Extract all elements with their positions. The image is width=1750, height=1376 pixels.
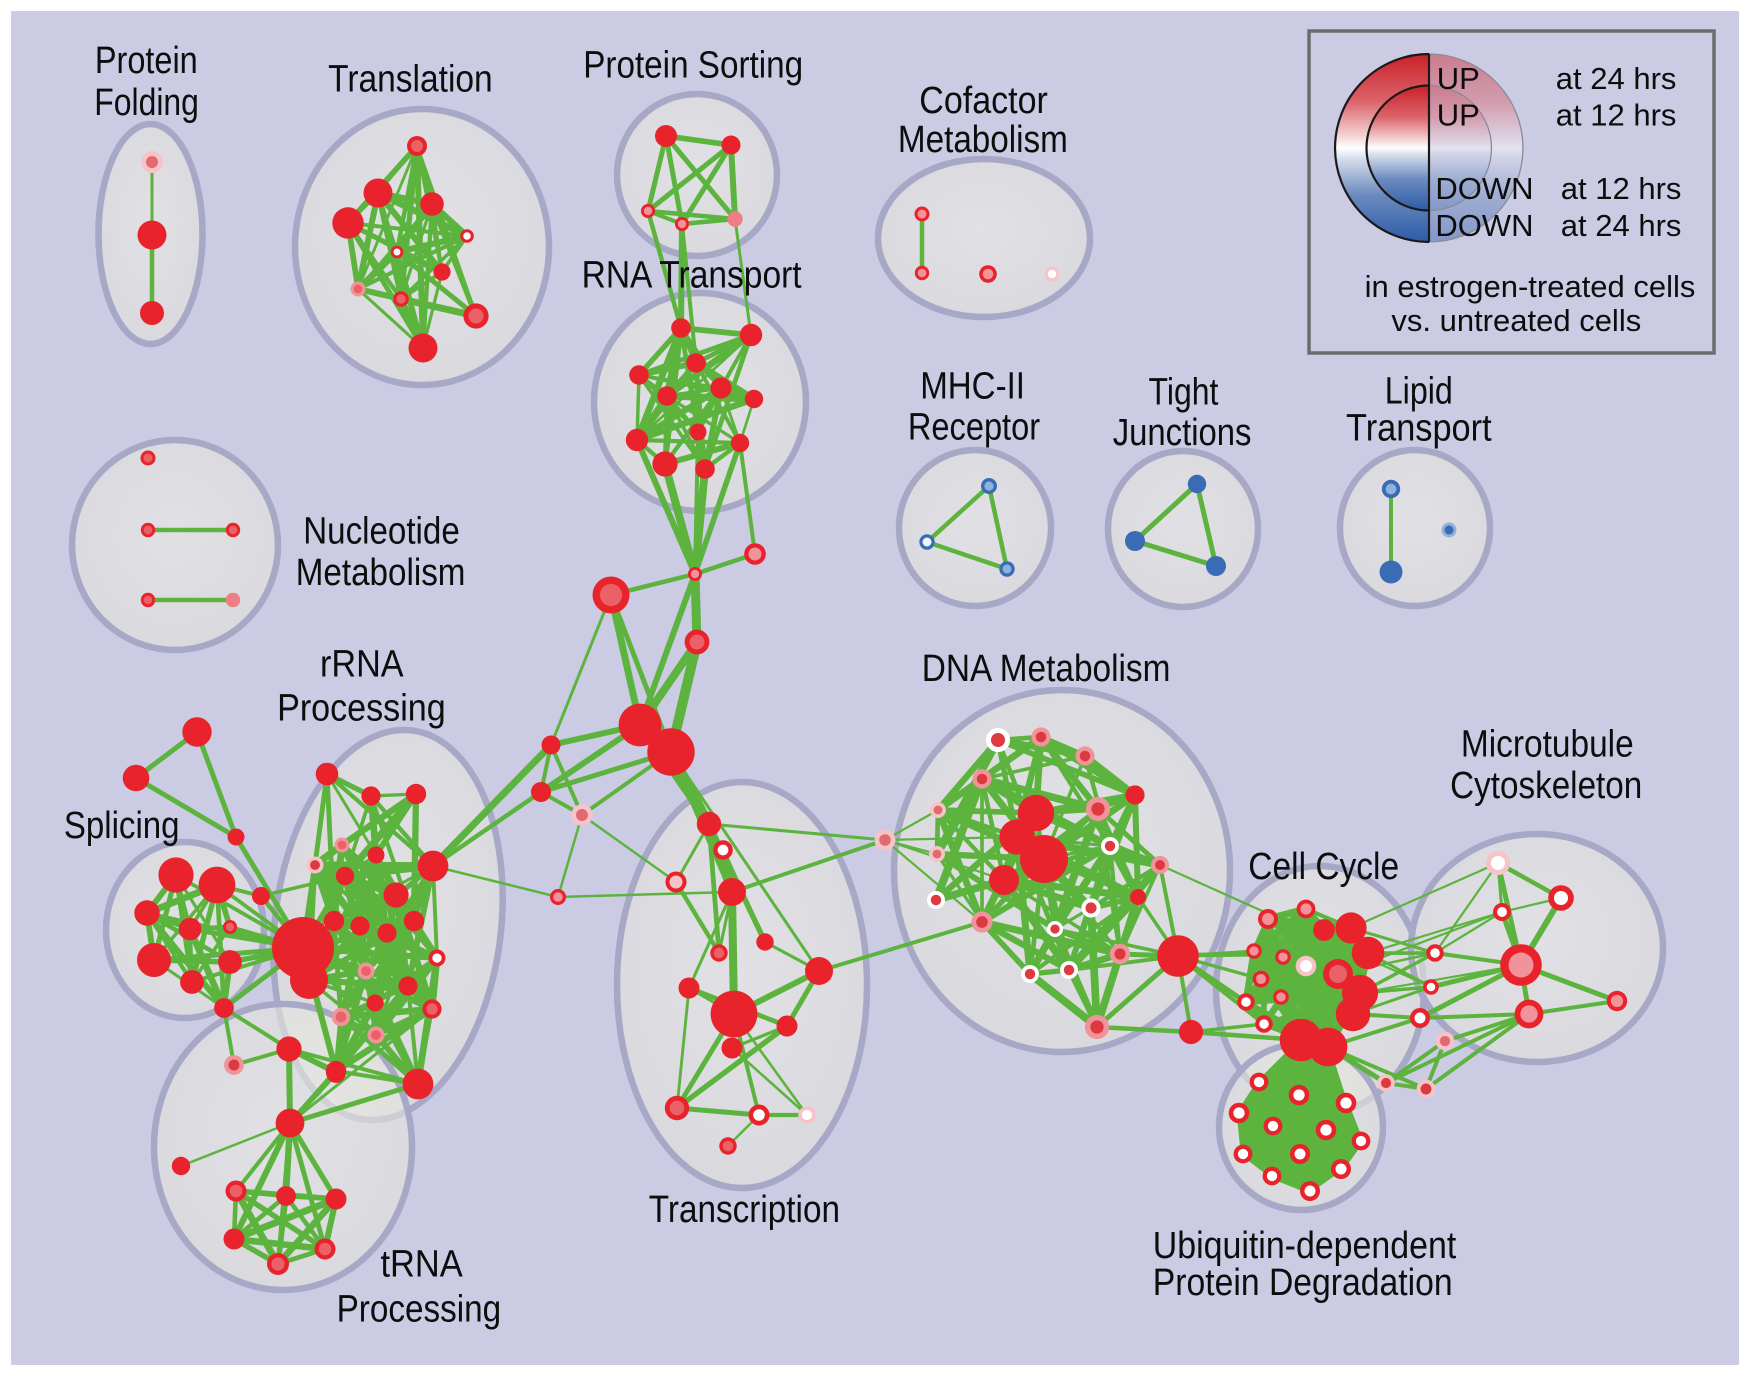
svg-text:RNA Transport: RNA Transport bbox=[582, 255, 802, 297]
svg-text:Tight: Tight bbox=[1149, 371, 1219, 413]
svg-text:vs. untreated cells: vs. untreated cells bbox=[1391, 303, 1641, 338]
svg-text:DOWN: DOWN bbox=[1435, 208, 1533, 243]
svg-text:Cell Cycle: Cell Cycle bbox=[1248, 846, 1399, 888]
svg-text:at 24 hrs: at 24 hrs bbox=[1556, 61, 1677, 96]
svg-text:UP: UP bbox=[1437, 61, 1480, 96]
svg-text:in estrogen-treated cells: in estrogen-treated cells bbox=[1365, 269, 1696, 304]
svg-text:DNA Metabolism: DNA Metabolism bbox=[922, 648, 1171, 690]
svg-text:Nucleotide: Nucleotide bbox=[303, 510, 460, 552]
svg-text:at 12 hrs: at 12 hrs bbox=[1556, 97, 1677, 132]
svg-text:Lipid: Lipid bbox=[1385, 371, 1453, 413]
svg-text:Metabolism: Metabolism bbox=[898, 119, 1068, 161]
svg-text:Microtubule: Microtubule bbox=[1461, 723, 1634, 765]
svg-text:DOWN: DOWN bbox=[1435, 171, 1533, 206]
svg-text:Processing: Processing bbox=[337, 1289, 502, 1331]
svg-text:Cytoskeleton: Cytoskeleton bbox=[1450, 765, 1642, 807]
svg-text:Folding: Folding bbox=[94, 82, 199, 124]
svg-text:Metabolism: Metabolism bbox=[296, 552, 466, 594]
svg-text:rRNA: rRNA bbox=[320, 643, 404, 685]
svg-text:Receptor: Receptor bbox=[908, 406, 1040, 448]
svg-text:Protein: Protein bbox=[95, 40, 198, 82]
svg-text:Protein Degradation: Protein Degradation bbox=[1153, 1262, 1453, 1304]
svg-text:Transport: Transport bbox=[1346, 407, 1492, 449]
svg-text:Processing: Processing bbox=[277, 688, 446, 730]
svg-text:at 12 hrs: at 12 hrs bbox=[1561, 171, 1682, 206]
svg-text:MHC-II: MHC-II bbox=[920, 366, 1025, 408]
svg-text:Translation: Translation bbox=[328, 58, 493, 100]
svg-text:at 24 hrs: at 24 hrs bbox=[1561, 208, 1682, 243]
svg-text:Transcription: Transcription bbox=[649, 1189, 840, 1231]
svg-text:Ubiquitin-dependent: Ubiquitin-dependent bbox=[1153, 1225, 1457, 1267]
svg-text:tRNA: tRNA bbox=[380, 1244, 463, 1286]
svg-text:UP: UP bbox=[1437, 97, 1480, 132]
svg-text:Protein Sorting: Protein Sorting bbox=[583, 45, 803, 87]
svg-text:Cofactor: Cofactor bbox=[919, 80, 1048, 122]
svg-text:Splicing: Splicing bbox=[64, 805, 180, 847]
svg-text:Junctions: Junctions bbox=[1113, 412, 1252, 454]
